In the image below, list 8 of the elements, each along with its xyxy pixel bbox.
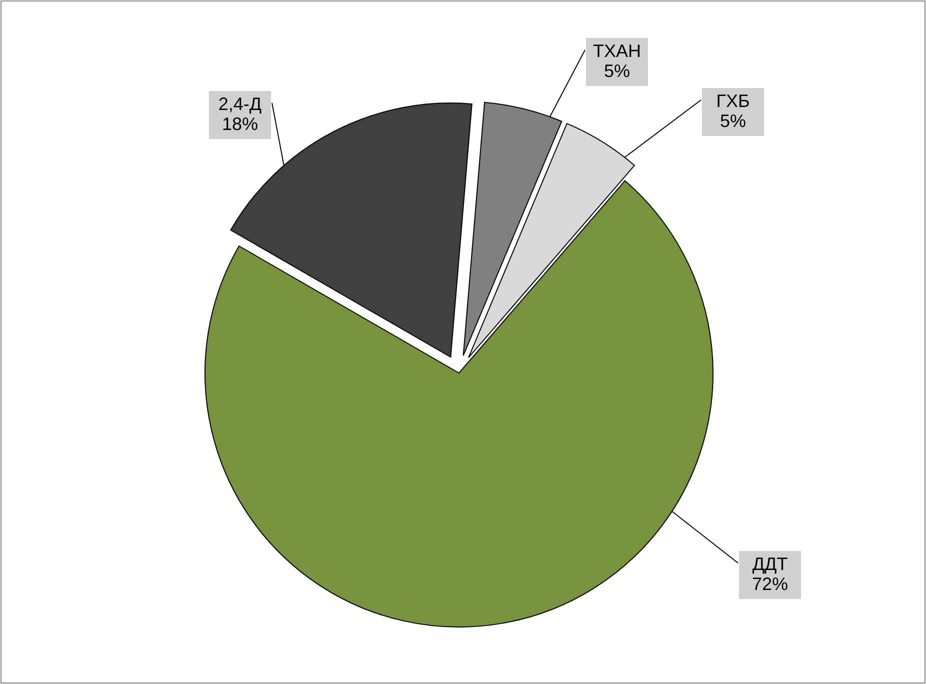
- slice-label: 2,4-Д: [218, 94, 262, 114]
- data-label: 5%: [720, 111, 746, 131]
- slice-label: ДДТ: [752, 554, 788, 574]
- data-label: 72%: [752, 574, 788, 594]
- data-label: 18%: [222, 114, 258, 134]
- slice-label: ГХБ: [716, 91, 750, 111]
- slice-label: ТХАН: [592, 41, 642, 61]
- data-label: 5%: [604, 61, 630, 81]
